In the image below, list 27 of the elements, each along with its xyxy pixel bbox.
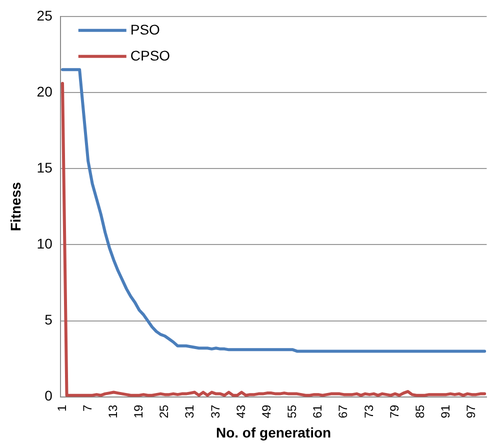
y-tick-label: 15	[36, 159, 53, 176]
legend-label: PSO	[130, 21, 160, 38]
x-tick-label: 31	[182, 404, 197, 418]
x-tick-label: 85	[412, 404, 427, 418]
y-tick-label: 5	[44, 312, 53, 328]
y-tick-label: 10	[36, 236, 53, 252]
x-tick-label: 49	[259, 404, 274, 418]
x-tick-label: 55	[285, 404, 300, 418]
x-tick-label: 97	[464, 404, 478, 418]
x-tick-label: 37	[208, 404, 222, 418]
x-tick-label: 91	[438, 404, 453, 418]
x-tick-label: 43	[234, 404, 248, 418]
x-tick-label: 79	[387, 404, 402, 418]
y-tick-label: 25	[36, 7, 53, 24]
x-tick-label: 7	[80, 404, 94, 412]
legend-label: CPSO	[130, 47, 170, 64]
x-tick-label: 25	[157, 404, 172, 418]
y-axis-title: Fitness	[7, 182, 24, 232]
x-tick-label: 1	[54, 404, 69, 412]
x-axis-title: No. of generation	[216, 424, 332, 440]
x-tick-label: 73	[362, 404, 376, 418]
y-tick-label: 0	[44, 388, 53, 404]
x-tick-label: 13	[106, 404, 120, 418]
x-tick-label: 61	[310, 404, 325, 418]
x-tick-label: 67	[336, 404, 350, 418]
y-tick-label: 20	[36, 83, 53, 100]
x-tick-label: 19	[132, 404, 146, 418]
